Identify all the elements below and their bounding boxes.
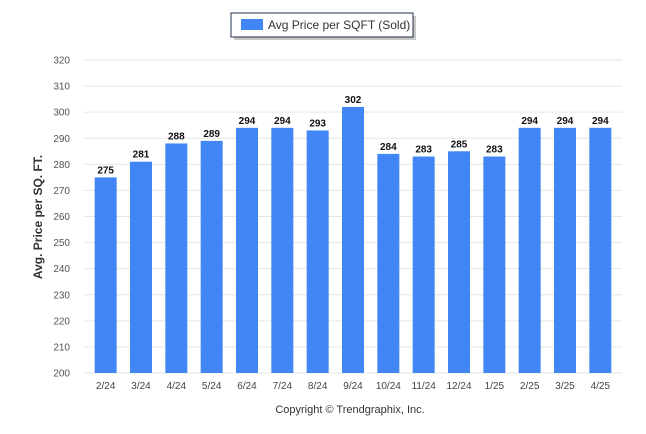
data-label: 288	[168, 131, 185, 142]
x-tick-label: 2/25	[520, 381, 540, 392]
y-tick-label: 260	[53, 212, 70, 223]
data-label: 294	[557, 116, 574, 127]
y-tick-label: 280	[53, 160, 70, 171]
y-tick-label: 290	[53, 134, 70, 145]
x-tick-label: 9/24	[343, 381, 363, 392]
x-tick-label: 10/24	[376, 381, 401, 392]
bar[interactable]	[271, 127, 294, 373]
x-tick-label: 4/25	[591, 381, 611, 392]
bar[interactable]	[483, 156, 506, 373]
bar[interactable]	[165, 143, 188, 373]
x-tick-label: 3/25	[555, 381, 575, 392]
x-tick-label: 5/24	[202, 381, 222, 392]
data-label: 293	[309, 118, 326, 129]
x-tick-label: 7/24	[273, 381, 293, 392]
y-tick-label: 300	[53, 108, 70, 119]
legend[interactable]: Avg Price per SQFT (Sold)	[230, 12, 416, 40]
data-label: 275	[97, 165, 114, 176]
x-tick-label: 3/24	[131, 381, 151, 392]
y-tick-label: 250	[53, 238, 70, 249]
bar[interactable]	[94, 177, 117, 373]
x-tick-label: 1/25	[485, 381, 505, 392]
x-tick-label: 6/24	[237, 381, 257, 392]
y-axis-ticks: 200 210 220 230 240 250 260 270 280 290 300 310 320	[53, 56, 70, 380]
y-tick-label: 240	[53, 264, 70, 275]
bar[interactable]	[554, 127, 576, 373]
bar[interactable]	[412, 156, 435, 373]
data-label: 294	[239, 116, 256, 127]
x-tick-label: 8/24	[308, 381, 328, 392]
bar[interactable]	[130, 161, 152, 373]
y-tick-label: 220	[53, 316, 70, 327]
data-label: 283	[415, 145, 432, 156]
y-tick-label: 230	[53, 290, 70, 301]
data-label: 302	[345, 95, 362, 106]
data-label: 283	[486, 145, 503, 156]
bar[interactable]	[306, 130, 329, 373]
y-tick-label: 320	[53, 56, 70, 67]
y-tick-label: 270	[53, 186, 70, 197]
bar[interactable]	[377, 153, 400, 373]
bar[interactable]	[236, 127, 258, 373]
x-tick-label: 4/24	[167, 381, 187, 392]
bar[interactable]	[589, 127, 612, 373]
y-axis-label: Avg. Price per SQ. FT.	[31, 155, 45, 279]
legend-swatch	[241, 19, 263, 30]
bar[interactable]	[518, 127, 541, 373]
bar[interactable]	[342, 106, 364, 373]
copyright-text: Copyright © Trendgraphix, Inc.	[275, 404, 424, 416]
y-tick-label: 210	[53, 342, 70, 353]
data-label: 294	[521, 116, 538, 127]
data-labels: 275 281 288 289 294 294 293 302 284 283 285 283 294 2…	[97, 95, 609, 176]
data-label: 281	[133, 150, 150, 161]
y-tick-label: 310	[53, 82, 70, 93]
data-label: 294	[274, 116, 291, 127]
y-tick-label: 200	[53, 369, 70, 380]
bars	[94, 106, 612, 373]
bar[interactable]	[200, 140, 223, 373]
x-tick-label: 2/24	[96, 381, 116, 392]
x-tick-label: 12/24	[446, 381, 471, 392]
legend-label: Avg Price per SQFT (Sold)	[268, 18, 410, 32]
data-label: 294	[592, 116, 609, 127]
bar[interactable]	[448, 151, 470, 373]
x-tick-label: 11/24	[412, 381, 437, 392]
data-label: 289	[203, 129, 220, 140]
data-label: 284	[380, 142, 397, 153]
data-label: 285	[451, 139, 468, 150]
x-axis-ticks: 2/24 3/24 4/24 5/24 6/24 7/24 8/24 9/24 10/24 11/…	[96, 381, 611, 392]
